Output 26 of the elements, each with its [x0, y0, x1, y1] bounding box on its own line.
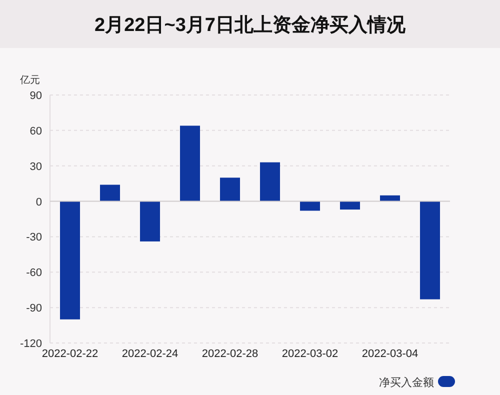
y-tick-label: 30 — [30, 160, 42, 173]
chart-title: 2月22日~3月7日北上资金净买入情况 — [94, 14, 406, 36]
x-tick-label: 2022-02-28 — [202, 348, 258, 360]
y-tick-label: -90 — [26, 302, 42, 315]
bar — [380, 195, 400, 202]
y-tick-label: 90 — [30, 90, 42, 102]
x-tick-label: 2022-03-04 — [362, 348, 418, 360]
bar — [60, 201, 80, 320]
y-tick-label: -60 — [26, 267, 42, 280]
y-axis-title: 亿元 — [19, 75, 40, 86]
bar — [220, 178, 240, 202]
y-tick-label: -120 — [20, 338, 42, 350]
bar — [340, 201, 360, 210]
y-tick-label: -30 — [26, 232, 42, 244]
y-tick-label: 60 — [30, 125, 42, 138]
bar — [300, 201, 320, 211]
x-tick-label: 2022-02-24 — [122, 348, 178, 360]
bar — [140, 201, 160, 242]
x-tick-label: 2022-02-22 — [42, 348, 98, 360]
bar — [180, 126, 200, 202]
legend-label: 净买入金额 — [379, 376, 434, 389]
bar — [260, 162, 280, 202]
bar — [100, 184, 120, 202]
y-tick-label: 0 — [36, 196, 42, 208]
bar — [420, 201, 440, 300]
x-tick-label: 2022-03-02 — [282, 348, 338, 360]
